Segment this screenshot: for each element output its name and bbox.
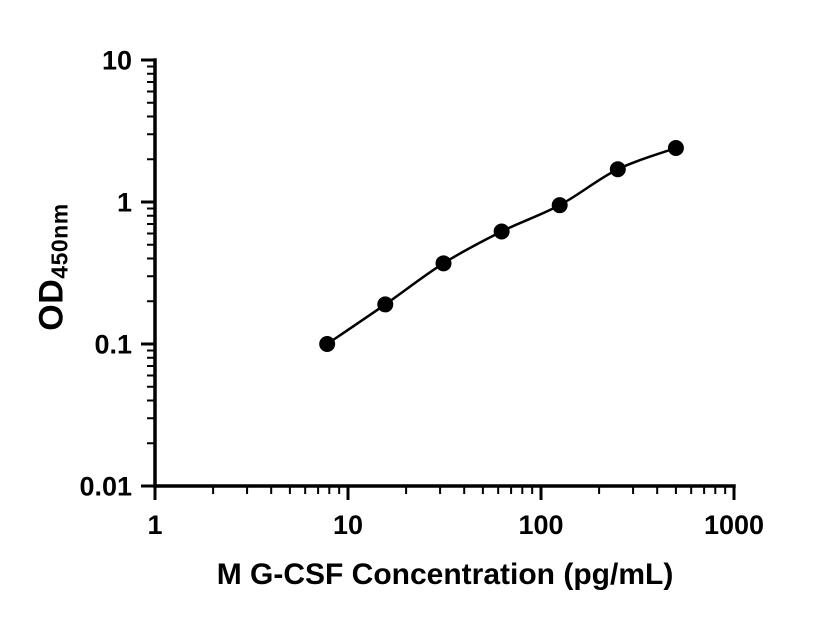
x-tick-label: 10: [333, 510, 363, 540]
data-point-marker: [493, 223, 510, 240]
x-axis-title: M G-CSF Concentration (pg/mL): [216, 558, 674, 591]
y-axis-title-subscript: 450nm: [46, 203, 73, 279]
standard-curve-line: [326, 146, 677, 346]
x-tick-label: 1000: [704, 510, 764, 540]
data-point-marker: [551, 197, 568, 214]
y-tick-label: 0.1: [94, 329, 132, 359]
data-point-marker: [319, 336, 336, 352]
y-tick-label: 0.01: [79, 471, 132, 501]
y-axis-title: OD450nm: [32, 203, 73, 331]
data-point-marker: [435, 255, 452, 272]
y-tick-label: 10: [102, 45, 132, 75]
data-point-marker: [667, 140, 684, 157]
x-tick-label: 1: [147, 510, 162, 540]
data-point-marker: [609, 161, 626, 178]
data-point-marker: [377, 296, 394, 313]
y-tick-label: 1: [117, 187, 132, 217]
y-axis-title-main: OD: [32, 278, 71, 331]
x-tick-label: 100: [518, 510, 563, 540]
